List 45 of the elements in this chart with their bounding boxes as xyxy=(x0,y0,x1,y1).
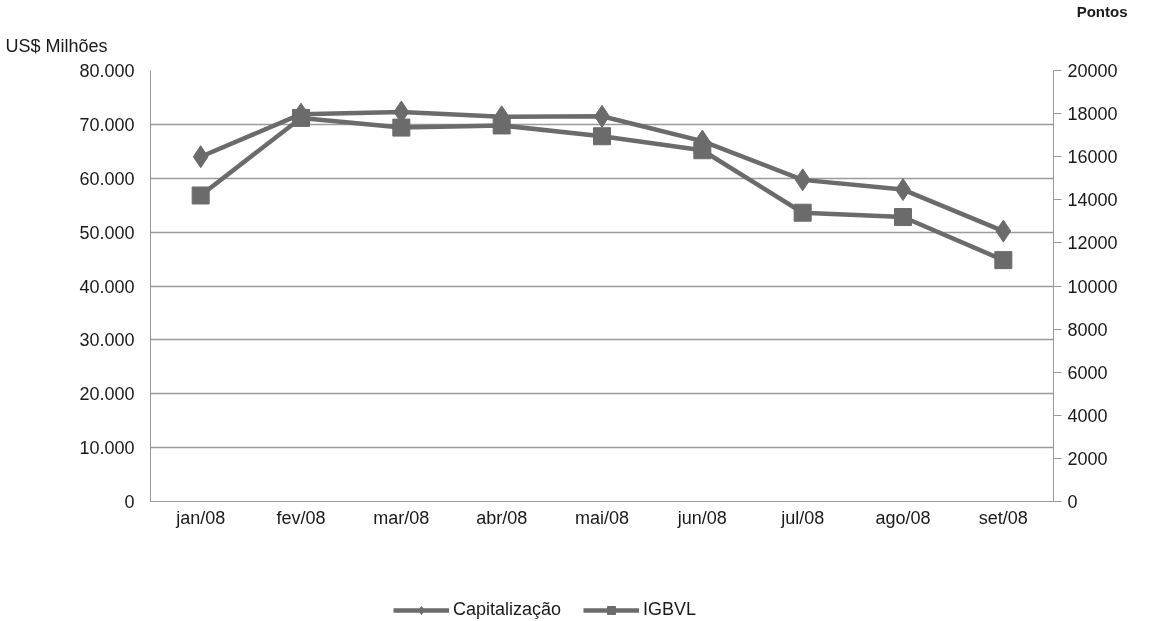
point xyxy=(894,208,912,227)
y-tick-label: 20.000 xyxy=(79,384,135,405)
x-tick-label: ago/08 xyxy=(875,507,931,528)
point xyxy=(793,203,812,222)
y2-tick-label: 12000 xyxy=(1067,233,1118,254)
y2-tick-label: 10000 xyxy=(1067,276,1118,297)
legend-label: IGBVL xyxy=(643,599,697,620)
point xyxy=(492,116,511,135)
point xyxy=(994,251,1013,270)
x-tick-label: mar/08 xyxy=(373,507,430,528)
x-tick-label: jan/08 xyxy=(175,507,226,528)
point xyxy=(794,168,811,192)
x-tick-label: fev/08 xyxy=(276,507,326,528)
y2-axis-title: Pontos xyxy=(1076,2,1128,20)
x-tick-label: mai/08 xyxy=(574,507,630,528)
y-axis-title: US$ Milhões xyxy=(5,36,108,56)
legend-label: Capitalização xyxy=(453,599,562,620)
y2-tick-label: 8000 xyxy=(1067,319,1108,340)
y-tick-label: 70.000 xyxy=(79,114,135,135)
x-tick-label: set/08 xyxy=(978,507,1028,528)
y2-tick-label: 16000 xyxy=(1067,147,1118,168)
point xyxy=(995,219,1012,243)
y-tick-label: 60.000 xyxy=(79,168,135,189)
y2-tick-label: 14000 xyxy=(1067,190,1118,211)
point xyxy=(191,186,210,205)
y-tick-label: 80.000 xyxy=(79,61,135,81)
point xyxy=(693,141,712,160)
y2-tick-label: 20000 xyxy=(1067,61,1118,81)
point xyxy=(392,118,411,137)
y2-tick-label: 4000 xyxy=(1067,405,1108,426)
y-tick-label: 50.000 xyxy=(79,222,135,243)
x-tick-label: abr/08 xyxy=(476,507,528,528)
y2-tick-label: 6000 xyxy=(1067,362,1108,383)
y2-tick-label: 0 xyxy=(1067,492,1078,512)
y-tick-label: 0 xyxy=(124,492,135,512)
x-tick-label: jun/08 xyxy=(676,507,727,528)
y-tick-label: 30.000 xyxy=(79,330,135,351)
point xyxy=(593,127,611,146)
y2-tick-label: 2000 xyxy=(1067,448,1108,469)
y2-tick-label: 18000 xyxy=(1067,104,1118,125)
point xyxy=(292,108,310,127)
y-tick-label: 10.000 xyxy=(79,438,135,459)
y-tick-label: 40.000 xyxy=(79,276,135,297)
point xyxy=(192,145,209,169)
x-tick-label: jul/08 xyxy=(780,507,825,528)
